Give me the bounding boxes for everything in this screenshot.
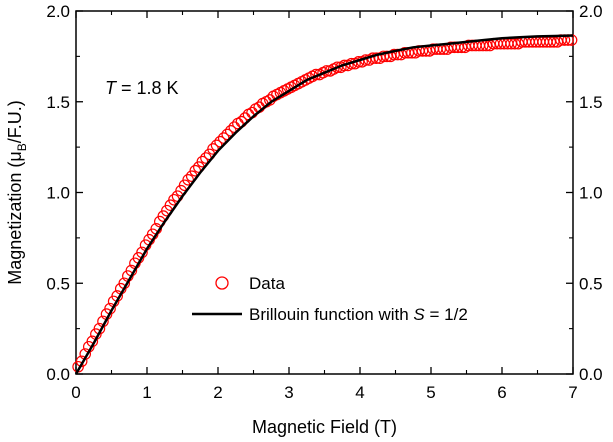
- x-tick-label: 5: [426, 383, 435, 402]
- y-tick-label: 1.5: [46, 93, 70, 112]
- x-tick-labels: 0 1 2 3 4 5 6 7: [71, 383, 577, 402]
- x-tick-label: 2: [213, 383, 222, 402]
- temperature-value: = 1.8 K: [116, 78, 179, 98]
- ticks: [75, 10, 574, 375]
- temperature-symbol: T: [105, 78, 118, 98]
- legend-data-marker: [215, 276, 229, 290]
- x-tick-label: 3: [284, 383, 293, 402]
- y-tick-label-right: 0.5: [579, 274, 603, 293]
- x-tick-label: 1: [142, 383, 151, 402]
- y-axis-title: Magnetization (μB/F.U.): [5, 100, 29, 284]
- y-tick-label-right: 1.5: [579, 93, 603, 112]
- fit-line: [74, 34, 574, 375]
- y-tick-label: 2.0: [46, 2, 70, 21]
- legend: Data Brillouin function with S = 1/2: [192, 274, 468, 324]
- x-tick-label: 6: [497, 383, 506, 402]
- y-axis-title-main: Magnetization (μ: [5, 151, 25, 284]
- x-tick-label: 7: [568, 383, 577, 402]
- legend-fit-suffix: = 1/2: [425, 305, 468, 324]
- y-tick-label: 0.5: [46, 274, 70, 293]
- y-tick-label-right: 0.0: [579, 365, 603, 384]
- y-axis-title-sub: B: [15, 143, 29, 151]
- y-tick-labels: 0.0 0.5 1.0 1.5 2.0: [46, 2, 70, 384]
- y-axis-title-tail: /F.U.): [5, 100, 25, 143]
- y-tick-label-right: 2.0: [579, 2, 603, 21]
- y-tick-label: 0.0: [46, 365, 70, 384]
- x-tick-label: 0: [71, 383, 80, 402]
- legend-fit-label: Brillouin function with S = 1/2: [249, 305, 468, 324]
- legend-data-label: Data: [249, 274, 285, 293]
- y-tick-label: 1.0: [46, 184, 70, 203]
- temperature-annotation: T = 1.8 K: [105, 78, 179, 98]
- legend-fit-var: S: [413, 305, 425, 324]
- x-axis-title: Magnetic Field (T): [252, 417, 397, 437]
- y-tick-labels-right: 0.0 0.5 1.0 1.5 2.0: [579, 2, 603, 384]
- x-tick-label: 4: [355, 383, 364, 402]
- legend-fit-prefix: Brillouin function with: [249, 305, 413, 324]
- y-tick-label-right: 1.0: [579, 184, 603, 203]
